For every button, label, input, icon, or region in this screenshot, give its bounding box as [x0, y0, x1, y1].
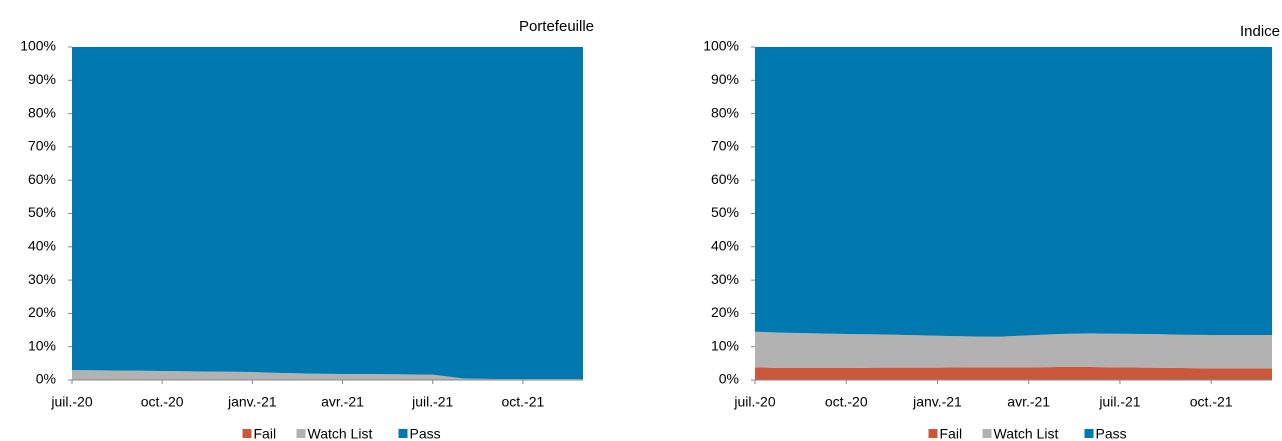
y-tick-label: 20% — [711, 304, 739, 320]
legend-label: Fail — [254, 426, 277, 441]
legend-swatch — [982, 429, 992, 438]
area-2 — [72, 47, 583, 380]
y-tick-label: 80% — [28, 104, 56, 120]
chart-title: Indice — [1240, 23, 1280, 40]
legend-swatch — [928, 429, 938, 438]
area-2 — [755, 47, 1272, 337]
y-tick-label: 100% — [20, 38, 56, 54]
x-tick-label: oct.-21 — [501, 394, 544, 410]
x-tick-label: oct.-20 — [141, 394, 184, 410]
y-tick-label: 40% — [28, 238, 56, 254]
y-tick-label: 30% — [28, 271, 56, 287]
y-tick-label: 20% — [28, 304, 56, 320]
x-tick-label: oct.-21 — [1190, 394, 1233, 410]
legend-label: Watch List — [308, 426, 373, 441]
y-tick-label: 0% — [36, 371, 56, 387]
y-tick-label: 10% — [28, 337, 56, 353]
y-tick-label: 70% — [28, 138, 56, 154]
y-tick-label: 60% — [711, 171, 739, 187]
area-1 — [72, 370, 583, 380]
x-tick-label: oct.-20 — [825, 394, 868, 410]
x-tick-label: janv.-21 — [227, 394, 277, 410]
legend-swatch — [398, 429, 408, 438]
y-tick-label: 40% — [711, 238, 739, 254]
x-tick-label: juil.-21 — [1098, 394, 1140, 410]
legend-label: Pass — [1096, 426, 1127, 441]
y-tick-label: 10% — [711, 337, 739, 353]
y-tick-label: 50% — [711, 204, 739, 220]
legend-label: Pass — [410, 426, 441, 441]
chart-title: Portefeuille — [519, 18, 594, 35]
y-tick-label: 90% — [711, 71, 739, 87]
area-0 — [755, 367, 1272, 380]
legend-label: Watch List — [994, 426, 1059, 441]
area-1 — [755, 331, 1272, 369]
legend-label: Fail — [940, 426, 963, 441]
x-tick-label: juil.-21 — [411, 394, 453, 410]
x-tick-label: avr.-21 — [321, 394, 364, 410]
y-tick-label: 60% — [28, 171, 56, 187]
legend-swatch — [1084, 429, 1094, 438]
x-tick-label: juil.-20 — [50, 394, 92, 410]
y-tick-label: 50% — [28, 204, 56, 220]
y-tick-label: 0% — [719, 371, 739, 387]
y-tick-label: 30% — [711, 271, 739, 287]
y-tick-label: 80% — [711, 104, 739, 120]
x-tick-label: avr.-21 — [1007, 394, 1050, 410]
x-tick-label: juil.-20 — [733, 394, 775, 410]
y-tick-label: 70% — [711, 138, 739, 154]
legend-swatch — [242, 429, 252, 438]
x-tick-label: janv.-21 — [912, 394, 962, 410]
legend-swatch — [296, 429, 306, 438]
y-tick-label: 100% — [703, 38, 739, 54]
y-tick-label: 90% — [28, 71, 56, 87]
